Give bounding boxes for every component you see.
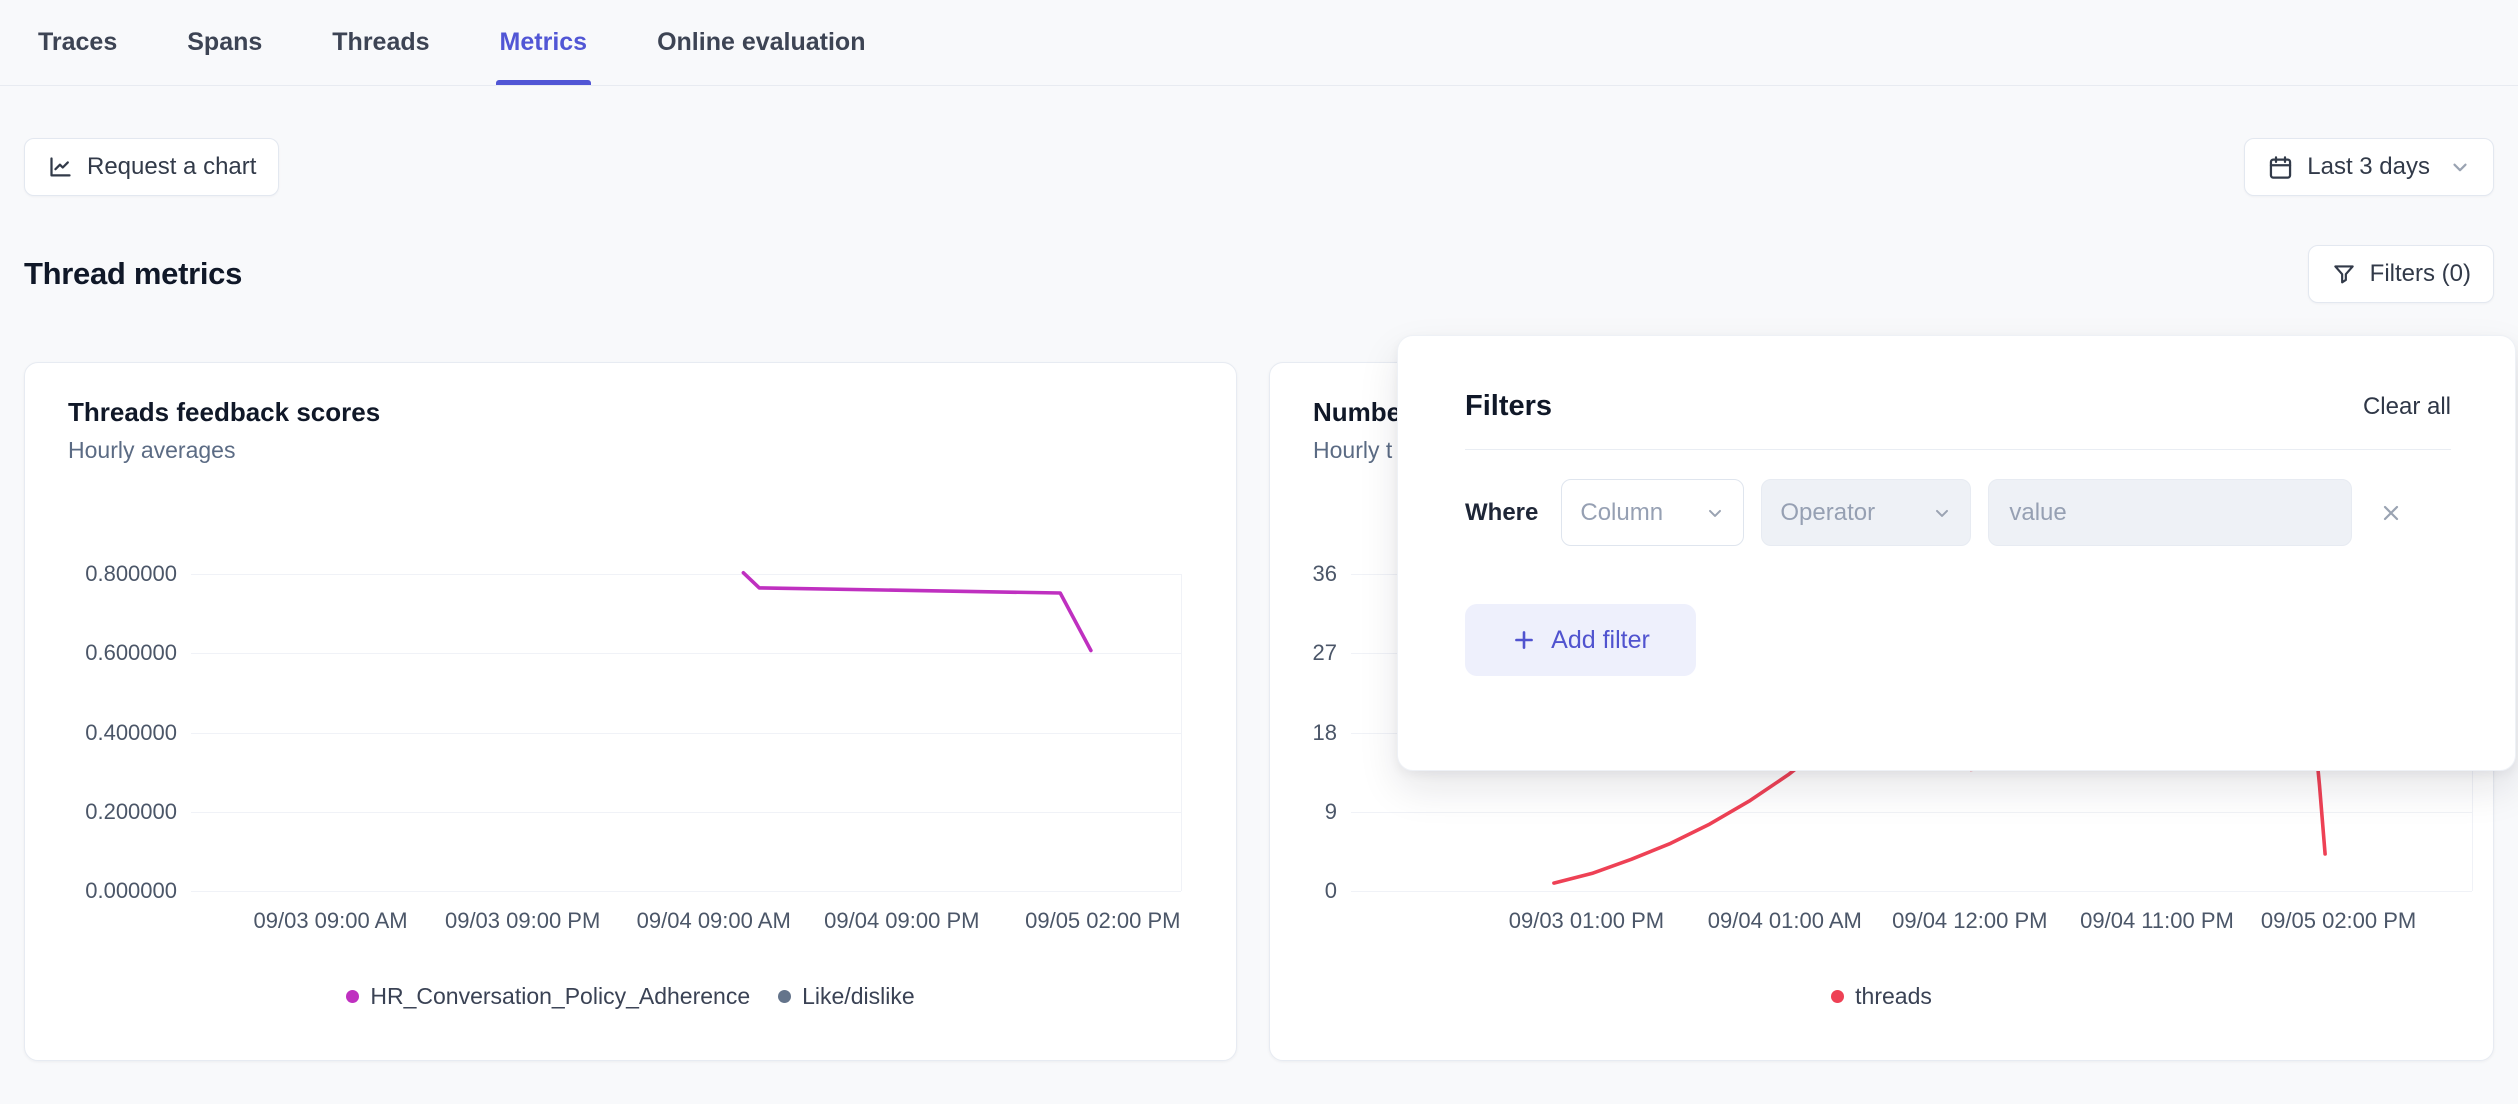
chart-title: Threads feedback scores	[68, 397, 381, 427]
column-select[interactable]: Column	[1561, 479, 1745, 546]
tab-traces[interactable]: Traces	[36, 0, 119, 85]
chart-legend: threads	[1270, 983, 2493, 1010]
tab-label: Threads	[332, 28, 430, 56]
request-chart-button[interactable]: Request a chart	[24, 138, 280, 196]
x-axis-tick-label: 09/04 01:00 AM	[1707, 908, 1862, 933]
operator-select[interactable]: Operator	[1761, 479, 1972, 546]
tab-label: Metrics	[499, 28, 588, 56]
tab-metrics[interactable]: Metrics	[495, 0, 591, 85]
chart-subtitle: Hourly averages	[68, 437, 236, 463]
legend-label: threads	[1855, 983, 1932, 1009]
tab-label: Online evaluation	[657, 28, 866, 56]
page-title: Thread metrics	[24, 256, 243, 291]
legend-dot	[346, 990, 360, 1003]
y-axis-tick-label: 0.000000	[85, 878, 177, 903]
add-filter-label: Add filter	[1551, 625, 1650, 654]
date-range-button[interactable]: Last 3 days	[2244, 138, 2494, 196]
toolbar: Request a chart Last 3 days	[0, 138, 2518, 196]
request-chart-label: Request a chart	[87, 153, 257, 180]
y-axis-tick-label: 18	[1312, 719, 1337, 745]
legend-item: HR_Conversation_Policy_Adherence	[346, 983, 750, 1010]
y-axis-tick-label: 0.800000	[85, 561, 177, 586]
chart-legend: HR_Conversation_Policy_Adherence Like/dis…	[25, 983, 1236, 1010]
filters-popover-title: Filters	[1465, 390, 1553, 422]
divider	[1465, 449, 2451, 450]
chevron-down-icon	[1705, 503, 1725, 523]
x-axis-tick-label: 09/04 09:00 PM	[824, 908, 980, 933]
legend-label: Like/dislike	[802, 983, 915, 1009]
calendar-icon	[2267, 154, 2294, 181]
x-axis-tick-label: 09/03 09:00 PM	[444, 908, 601, 933]
date-range-label: Last 3 days	[2307, 153, 2430, 180]
plus-icon	[1511, 627, 1537, 653]
legend-dot	[1831, 990, 1845, 1003]
tab-label: Spans	[187, 28, 263, 56]
y-axis-tick-label: 36	[1312, 561, 1337, 586]
tab-threads[interactable]: Threads	[330, 0, 431, 85]
chart-line-icon	[47, 154, 74, 181]
x-axis-tick-label: 09/04 11:00 PM	[2080, 908, 2234, 933]
add-filter-button[interactable]: Add filter	[1465, 604, 1696, 676]
clear-all-button[interactable]: Clear all	[2362, 392, 2451, 420]
x-axis-tick-label: 09/05 02:00 PM	[2260, 908, 2417, 933]
y-axis-tick-label: 0.200000	[85, 798, 177, 824]
chevron-down-icon	[1932, 503, 1952, 523]
filters-button[interactable]: Filters (0)	[2307, 245, 2494, 303]
remove-filter-icon[interactable]	[2379, 501, 2403, 525]
filters-popover-header: Filters Clear all	[1465, 390, 2451, 423]
gridline	[191, 811, 1181, 813]
plot-right-edge	[1181, 574, 1182, 891]
gridline	[1351, 891, 2472, 892]
legend-item: Like/dislike	[778, 983, 915, 1010]
funnel-icon	[2331, 261, 2357, 287]
filters-popover: Filters Clear all Where Column Operator …	[1397, 335, 2516, 771]
chart-plot-area: 0.800000 0.600000 0.400000 0.200000 0.000000…	[25, 363, 1236, 1060]
y-axis-tick-label: 0.600000	[85, 640, 177, 666]
page-header: Thread metrics Filters (0)	[0, 244, 2518, 304]
chart-lines	[741, 570, 1093, 653]
y-axis-tick-label: 9	[1324, 798, 1337, 824]
value-input[interactable]	[1988, 479, 2353, 546]
column-select-value: Column	[1580, 498, 1664, 526]
gridline	[191, 732, 1181, 734]
x-axis-tick-label: 09/04 09:00 AM	[636, 908, 791, 933]
where-label: Where	[1465, 498, 1539, 526]
legend-label: HR_Conversation_Policy_Adherence	[370, 983, 751, 1009]
gridline	[1351, 811, 2472, 813]
tab-online-evaluation[interactable]: Online evaluation	[655, 0, 867, 85]
tab-label: Traces	[38, 28, 118, 56]
chevron-down-icon	[2449, 156, 2471, 178]
chart-card-feedback-scores: Threads feedback scores Hourly averages …	[24, 362, 1237, 1061]
gridline	[191, 574, 1181, 575]
filter-row: Where Column Operator	[1465, 479, 2451, 546]
tab-bar: Traces Spans Threads Metrics Online eval…	[0, 0, 2518, 86]
tab-spans[interactable]: Spans	[185, 0, 264, 85]
x-axis-tick-label: 09/03 01:00 PM	[1508, 908, 1665, 933]
legend-item: threads	[1831, 983, 1932, 1010]
operator-select-value: Operator	[1780, 498, 1876, 526]
y-axis-tick-label: 0.400000	[85, 719, 177, 745]
chart-subtitle: Hourly t	[1313, 437, 1393, 463]
gridline	[191, 891, 1181, 892]
legend-dot	[778, 990, 792, 1003]
x-axis-tick-label: 09/05 02:00 PM	[1025, 908, 1181, 933]
x-axis-tick-label: 09/04 12:00 PM	[1892, 908, 2048, 933]
x-axis-tick-label: 09/03 09:00 AM	[253, 908, 408, 933]
gridline	[191, 653, 1181, 655]
chart-title: Numbe	[1313, 397, 1402, 427]
y-axis-tick-label: 27	[1312, 640, 1337, 666]
filters-button-label: Filters (0)	[2369, 260, 2471, 287]
y-axis-tick-label: 0	[1324, 878, 1337, 903]
series-line-HR_Conversation_Policy_Adherence	[741, 570, 1093, 653]
